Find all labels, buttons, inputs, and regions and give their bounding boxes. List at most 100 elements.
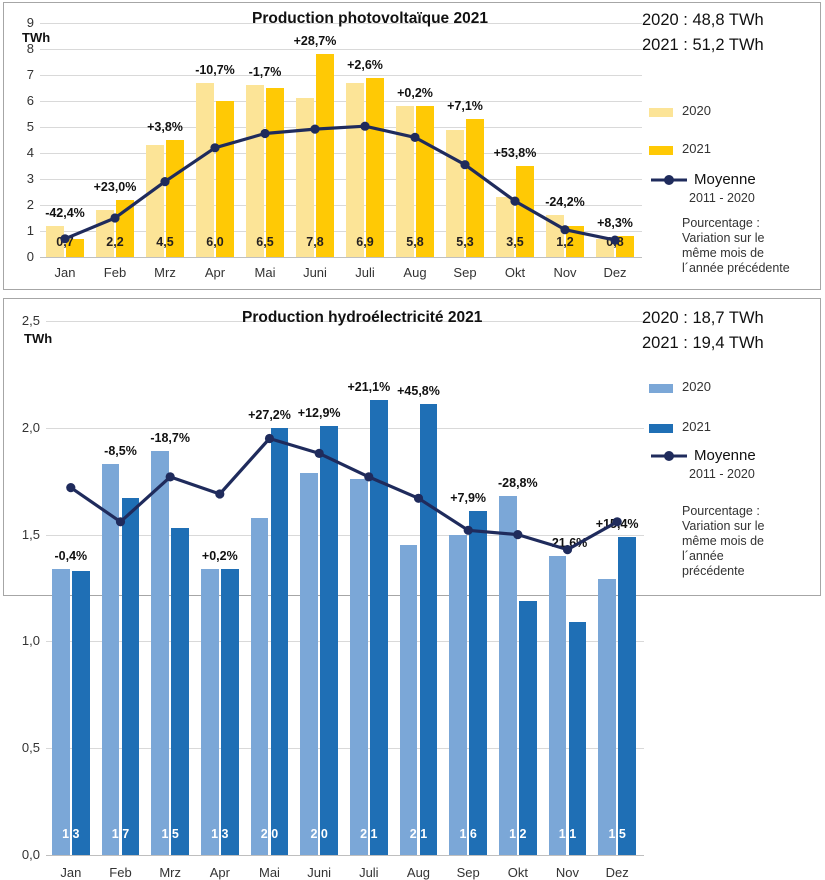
legend-swatch-2021-hydro bbox=[649, 424, 673, 433]
bar-value-label: 1,2 bbox=[556, 235, 574, 249]
y-axis-tick-label: 0 bbox=[26, 249, 34, 264]
bar-2021 bbox=[466, 119, 484, 257]
summary-2020: 2020 : 48,8 TWh bbox=[642, 11, 764, 29]
bar-value-label: 1,5 bbox=[161, 827, 179, 841]
gridline bbox=[40, 231, 642, 232]
bar-value-label: 1,1 bbox=[558, 827, 577, 841]
variation-percentage-label: +53,8% bbox=[493, 146, 537, 160]
x-axis-month-label: Juni bbox=[307, 865, 332, 880]
legend-label-2021: 2021 bbox=[682, 141, 711, 156]
average-line-series bbox=[60, 121, 620, 245]
x-axis-month-label: Feb bbox=[103, 265, 127, 280]
legend-label-2020: 2020 bbox=[682, 103, 711, 118]
x-axis-month-label: Okt bbox=[507, 865, 528, 880]
y-axis-tick-label: 9 bbox=[26, 15, 34, 30]
x-axis-month-label: Aug bbox=[403, 265, 427, 280]
x-axis-month-label: Sep bbox=[453, 265, 477, 280]
page-title: Production photovoltaïque 2021 bbox=[252, 10, 488, 27]
legend-label-2021-hydro: 2021 bbox=[682, 419, 711, 434]
x-axis-month-label: Dez bbox=[603, 265, 627, 280]
y-axis-tick-label: 0,0 bbox=[21, 847, 40, 862]
variation-percentage-label: +12,9% bbox=[297, 405, 341, 420]
y-axis-tick-label: 2 bbox=[26, 197, 34, 212]
x-axis-month-label: Juli bbox=[359, 865, 379, 880]
gridline bbox=[40, 23, 642, 24]
variation-percentage-label: +8,3% bbox=[597, 216, 633, 231]
bar-value-label: 1,7 bbox=[111, 827, 130, 841]
bar-value-label: 1,6 bbox=[459, 827, 477, 841]
x-axis-month-label: Nov bbox=[553, 265, 577, 280]
y-axis-tick-label: 1 bbox=[26, 223, 34, 238]
percentage-note: Pourcentage : Variation sur le même mois… bbox=[682, 216, 790, 275]
y-axis-unit: TWh bbox=[22, 30, 51, 45]
bar-2020 bbox=[201, 568, 219, 855]
bar-value-label: 5,3 bbox=[456, 235, 474, 249]
x-axis-line bbox=[40, 257, 642, 258]
variation-percentage-label: -28,8% bbox=[498, 476, 538, 491]
legend-swatch-2020 bbox=[649, 108, 673, 117]
bar-2020 bbox=[496, 197, 514, 257]
bar-2020 bbox=[296, 98, 314, 257]
x-axis-month-label: Mai bbox=[259, 865, 280, 880]
bar-2021 bbox=[216, 101, 234, 257]
x-axis-month-label: Apr bbox=[204, 265, 226, 280]
gridline bbox=[40, 49, 642, 50]
x-axis-month-label: Jan bbox=[60, 865, 82, 880]
x-axis-month-label: Mrz bbox=[159, 865, 181, 880]
y-axis-tick-label: 2,0 bbox=[21, 419, 40, 435]
legend-average-line-icon bbox=[651, 175, 687, 185]
x-axis-line bbox=[46, 855, 644, 856]
legend-swatch-2021 bbox=[649, 146, 673, 155]
bar-2021 bbox=[568, 622, 587, 855]
y-axis-tick-label: 1,5 bbox=[21, 526, 40, 542]
gridline bbox=[46, 428, 644, 429]
legend-average-period-hydro: 2011 - 2020 bbox=[689, 467, 755, 481]
bar-2021 bbox=[220, 568, 239, 855]
x-axis-month-label: Juni bbox=[303, 265, 327, 280]
bar-value-label: 3,5 bbox=[506, 235, 524, 249]
variation-percentage-label: +45,8% bbox=[397, 384, 440, 399]
bar-2021 bbox=[518, 600, 537, 855]
bar-value-label: 2,1 bbox=[409, 827, 428, 841]
percentage-note-hydro: Pourcentage : Variation sur le même mois… bbox=[682, 504, 765, 578]
bar-value-label: 2,0 bbox=[310, 827, 328, 841]
variation-percentage-label: -24,2% bbox=[545, 195, 585, 210]
bar-value-label: 5,8 bbox=[406, 235, 424, 249]
legend-average-label-hydro: Moyenne bbox=[694, 447, 756, 464]
summary-2021-hydro: 2021 : 19,4 TWh bbox=[642, 334, 764, 352]
variation-percentage-label: +7,9% bbox=[450, 491, 487, 506]
bar-2020 bbox=[246, 85, 264, 257]
gridline bbox=[40, 179, 642, 180]
photovoltaic-chart-panel: 01234567890,7-42,4%Jan2,2+23,0%Feb4,5+3,… bbox=[3, 2, 821, 290]
summary-2021: 2021 : 51,2 TWh bbox=[642, 36, 764, 54]
variation-percentage-label: +7,1% bbox=[447, 99, 483, 114]
bar-2021 bbox=[66, 238, 84, 257]
variation-percentage-label: -10,7% bbox=[195, 62, 235, 77]
bar-value-label: 6,0 bbox=[206, 235, 224, 249]
bar-value-label: 4,5 bbox=[156, 235, 174, 249]
x-axis-month-label: Aug bbox=[406, 865, 431, 880]
bar-2020 bbox=[596, 238, 614, 257]
hydroelectric-chart-panel: 0,0 0,5 1,0 1,5 2,0 2,5 1,3 -0,4% Jan 1,7 -8,5% Feb… bbox=[3, 298, 821, 880]
gridline bbox=[40, 153, 642, 154]
bar-value-label: 6,9 bbox=[356, 235, 374, 249]
photovoltaic-plot-area: 01234567890,7-42,4%Jan2,2+23,0%Feb4,5+3,… bbox=[4, 3, 820, 289]
y-axis-tick-label: 5 bbox=[26, 119, 34, 134]
legend-average-line-icon-hydro bbox=[651, 451, 687, 461]
legend-average-period: 2011 - 2020 bbox=[689, 191, 755, 205]
variation-percentage-label: +2,6% bbox=[347, 57, 383, 72]
variation-percentage-label: +23,0% bbox=[93, 179, 137, 194]
bar-2020 bbox=[46, 225, 64, 257]
variation-percentage-label: -0,4% bbox=[54, 548, 88, 563]
x-axis-month-label: Sep bbox=[456, 865, 480, 880]
variation-percentage-label: -18,7% bbox=[150, 431, 190, 446]
variation-percentage-label: -8,5% bbox=[104, 444, 137, 459]
bar-2020 bbox=[52, 568, 70, 855]
x-axis-month-label: Mrz bbox=[154, 265, 176, 280]
page-title-hydro: Production hydroélectricité 2021 bbox=[242, 309, 483, 326]
y-axis-tick-label: 0,5 bbox=[21, 740, 40, 756]
x-axis-month-label: Okt bbox=[504, 265, 526, 280]
bar-value-label: 6,5 bbox=[256, 235, 274, 249]
gridline bbox=[46, 321, 644, 322]
bar-value-label: 2,1 bbox=[360, 827, 378, 841]
